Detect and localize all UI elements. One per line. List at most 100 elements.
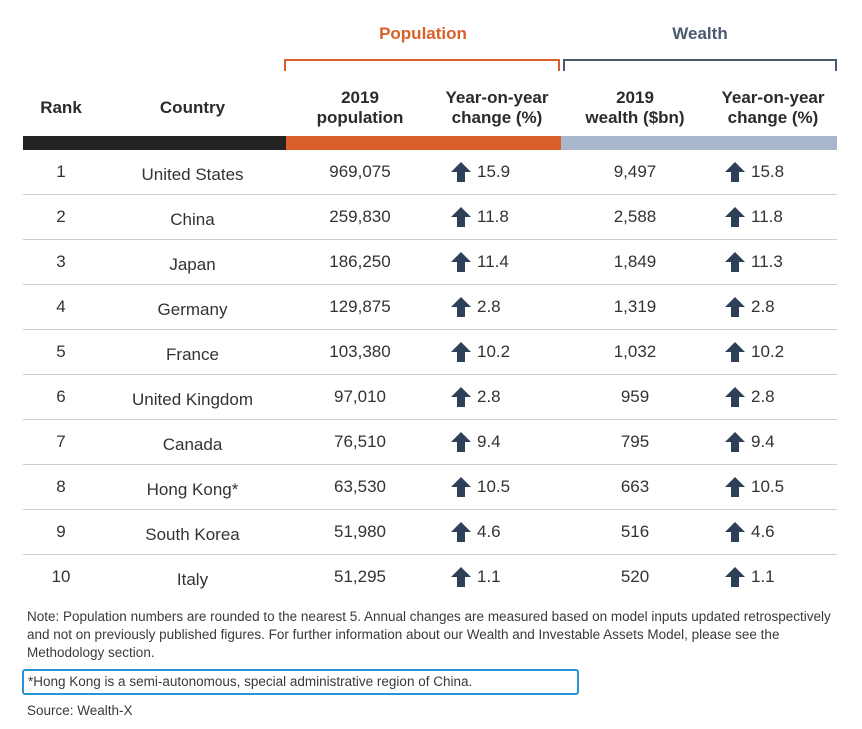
table-row: 2 China 259,830 11.8 2,588 11.8 xyxy=(23,195,837,240)
arrow-up-icon xyxy=(724,296,746,318)
country-cell-value: China xyxy=(170,210,215,229)
table-row: 9 South Korea 51,980 4.6 516 4.6 xyxy=(23,510,837,555)
country-cell-value: Germany xyxy=(157,300,228,319)
table-row: 1 United States 969,075 15.9 9,497 15.8 xyxy=(23,150,837,195)
table-row: 10 Italy 51,295 1.1 520 1.1 xyxy=(23,555,837,599)
rank-cell-value: 6 xyxy=(56,387,66,406)
group-label-wealth: Wealth xyxy=(672,24,728,43)
population-change-cell: 11.8 xyxy=(434,195,561,239)
arrow-up-icon xyxy=(450,206,472,228)
population-change-cell: 4.6 xyxy=(434,510,561,554)
wealth-cell-value: 795 xyxy=(620,432,650,451)
population-cell: 51,980 xyxy=(286,510,434,554)
wealth-change-cell-value: 11.3 xyxy=(751,252,783,271)
population-change-cell: 15.9 xyxy=(434,150,561,194)
wealth-cell-value: 1,849 xyxy=(613,252,657,271)
arrow-up-icon xyxy=(450,566,472,588)
population-change-cell: 9.4 xyxy=(434,420,561,464)
arrow-up-icon xyxy=(450,521,472,543)
wealth-change-cell: 10.2 xyxy=(709,330,837,374)
population-cell-value: 259,830 xyxy=(329,207,391,226)
rank-cell-value: 1 xyxy=(56,162,66,181)
population-cell-value: 63,530 xyxy=(334,477,386,496)
arrow-up-icon xyxy=(724,206,746,228)
country-cell: South Korea xyxy=(99,510,286,554)
population-change-cell-value: 4.6 xyxy=(477,522,501,541)
population-cell-value: 51,980 xyxy=(334,522,386,541)
wealth-cell: 795 xyxy=(561,420,709,464)
country-cell-value: Hong Kong* xyxy=(146,480,239,499)
arrow-up-icon xyxy=(724,566,746,588)
rank-cell: 10 xyxy=(23,555,99,599)
header-bar-wealth xyxy=(561,136,837,150)
population-change-cell-value: 11.4 xyxy=(477,252,509,271)
population-cell: 76,510 xyxy=(286,420,434,464)
arrow-up-icon xyxy=(724,386,746,408)
group-label-population: Population xyxy=(379,24,467,43)
arrow-up-icon xyxy=(724,521,746,543)
wealth-cell-value: 9,497 xyxy=(613,162,657,181)
country-cell: Germany xyxy=(99,285,286,329)
country-cell-value: United Kingdom xyxy=(132,390,253,409)
country-cell: China xyxy=(99,195,286,239)
arrow-up-icon xyxy=(450,161,472,183)
wealth-cell-value: 520 xyxy=(620,567,650,586)
arrow-up-icon xyxy=(450,341,472,363)
header-wealth-change: Year-on-year change (%) xyxy=(721,88,825,127)
population-change-cell: 1.1 xyxy=(434,555,561,599)
arrow-up-icon xyxy=(724,161,746,183)
wealth-change-cell-value: 10.5 xyxy=(751,477,785,496)
arrow-up-icon xyxy=(450,296,472,318)
population-cell-value: 129,875 xyxy=(329,297,391,316)
wealth-change-cell-value: 1.1 xyxy=(751,567,775,586)
arrow-up-icon xyxy=(724,431,746,453)
population-change-cell: 2.8 xyxy=(434,375,561,419)
wealth-change-cell-value: 15.8 xyxy=(751,162,785,181)
population-change-cell-value: 11.8 xyxy=(477,207,509,226)
population-cell: 186,250 xyxy=(286,240,434,284)
population-cell-value: 97,010 xyxy=(334,387,386,406)
table-row: 8 Hong Kong* 63,530 10.5 663 10.5 xyxy=(23,465,837,510)
footnote-box: *Hong Kong is a semi-autonomous, special… xyxy=(22,669,579,695)
rank-cell-value: 3 xyxy=(56,252,66,271)
wealth-change-cell: 2.8 xyxy=(709,285,837,329)
country-cell: Hong Kong* xyxy=(99,465,286,509)
population-cell-value: 969,075 xyxy=(329,162,391,181)
wealth-change-cell-value: 4.6 xyxy=(751,522,775,541)
note-text: Note: Population numbers are rounded to … xyxy=(27,609,831,660)
population-cell: 63,530 xyxy=(286,465,434,509)
population-change-cell: 10.5 xyxy=(434,465,561,509)
population-change-cell: 10.2 xyxy=(434,330,561,374)
population-cell-value: 51,295 xyxy=(334,567,386,586)
wealth-change-cell: 9.4 xyxy=(709,420,837,464)
rank-cell: 8 xyxy=(23,465,99,509)
wealth-change-cell-value: 11.8 xyxy=(751,207,783,226)
table-row: 4 Germany 129,875 2.8 1,319 2.8 xyxy=(23,285,837,330)
population-change-cell: 2.8 xyxy=(434,285,561,329)
wealth-cell: 959 xyxy=(561,375,709,419)
wealth-cell-value: 1,032 xyxy=(613,342,657,361)
population-change-cell-value: 2.8 xyxy=(477,387,501,406)
arrow-up-icon xyxy=(450,476,472,498)
country-cell: Canada xyxy=(99,420,286,464)
arrow-up-icon xyxy=(724,251,746,273)
wealth-cell: 2,588 xyxy=(561,195,709,239)
population-change-cell-value: 1.1 xyxy=(477,567,501,586)
rank-cell-value: 5 xyxy=(56,342,66,361)
rank-cell: 2 xyxy=(23,195,99,239)
arrow-up-icon xyxy=(724,476,746,498)
table-body: 1 United States 969,075 15.9 9,497 15.8 2 China… xyxy=(23,150,837,599)
population-cell-value: 76,510 xyxy=(334,432,386,451)
table-row: 7 Canada 76,510 9.4 795 9.4 xyxy=(23,420,837,465)
wealth-change-cell: 10.5 xyxy=(709,465,837,509)
wealth-change-cell: 1.1 xyxy=(709,555,837,599)
rank-cell: 9 xyxy=(23,510,99,554)
population-cell: 51,295 xyxy=(286,555,434,599)
wealth-change-cell: 15.8 xyxy=(709,150,837,194)
header-country: Country xyxy=(159,98,226,117)
population-change-cell-value: 10.2 xyxy=(477,342,511,361)
header-wealth: 2019 wealth ($bn) xyxy=(585,88,685,127)
country-cell: France xyxy=(99,330,286,374)
header-rank: Rank xyxy=(40,98,82,117)
rank-cell: 7 xyxy=(23,420,99,464)
